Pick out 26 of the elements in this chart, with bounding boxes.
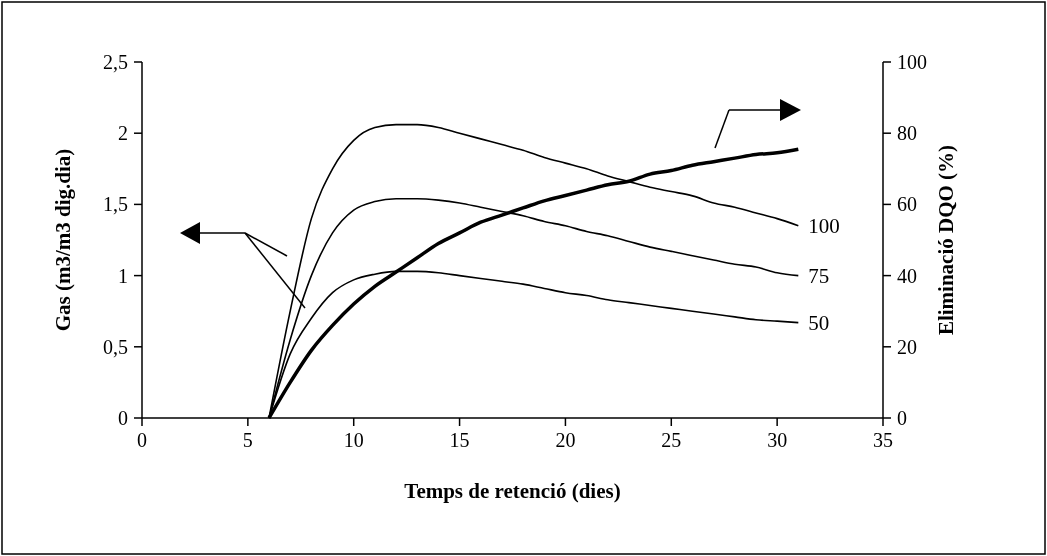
y-tick-label: 1,5 xyxy=(103,193,128,216)
y2-axis-title: Eliminació DQO (%) xyxy=(934,144,958,336)
y-tick-label: 2,5 xyxy=(103,51,128,73)
y2-tick-label: 80 xyxy=(897,122,917,145)
y2-tick-label: 0 xyxy=(897,407,907,429)
x-tick-label: 35 xyxy=(873,429,893,451)
y-axis-title: Gas (m3/m3 dig.dia) xyxy=(51,148,75,332)
y-tick-label: 0,5 xyxy=(103,335,128,358)
x-tick-label: 30 xyxy=(767,429,788,451)
x-axis-title: Temps de retenció (dies) xyxy=(404,479,621,503)
x-tick-label: 25 xyxy=(661,429,682,451)
y2-tick-label: 20 xyxy=(897,335,917,358)
x-tick-label: 5 xyxy=(242,429,253,451)
x-tick-label: 20 xyxy=(555,429,576,451)
x-tick-label: 0 xyxy=(137,429,147,451)
series-label: 100 xyxy=(808,213,840,238)
series-label: 50 xyxy=(808,310,830,335)
y-tick-label: 0 xyxy=(118,407,128,429)
y-tick-label: 2 xyxy=(118,122,128,145)
x-tick-label: 15 xyxy=(449,429,470,451)
y2-tick-label: 100 xyxy=(897,51,927,73)
x-tick-label: 10 xyxy=(343,429,364,451)
y2-tick-label: 40 xyxy=(897,264,917,287)
y2-tick-label: 60 xyxy=(897,193,917,216)
y-tick-label: 1 xyxy=(118,264,128,287)
series-label: 75 xyxy=(808,263,830,288)
